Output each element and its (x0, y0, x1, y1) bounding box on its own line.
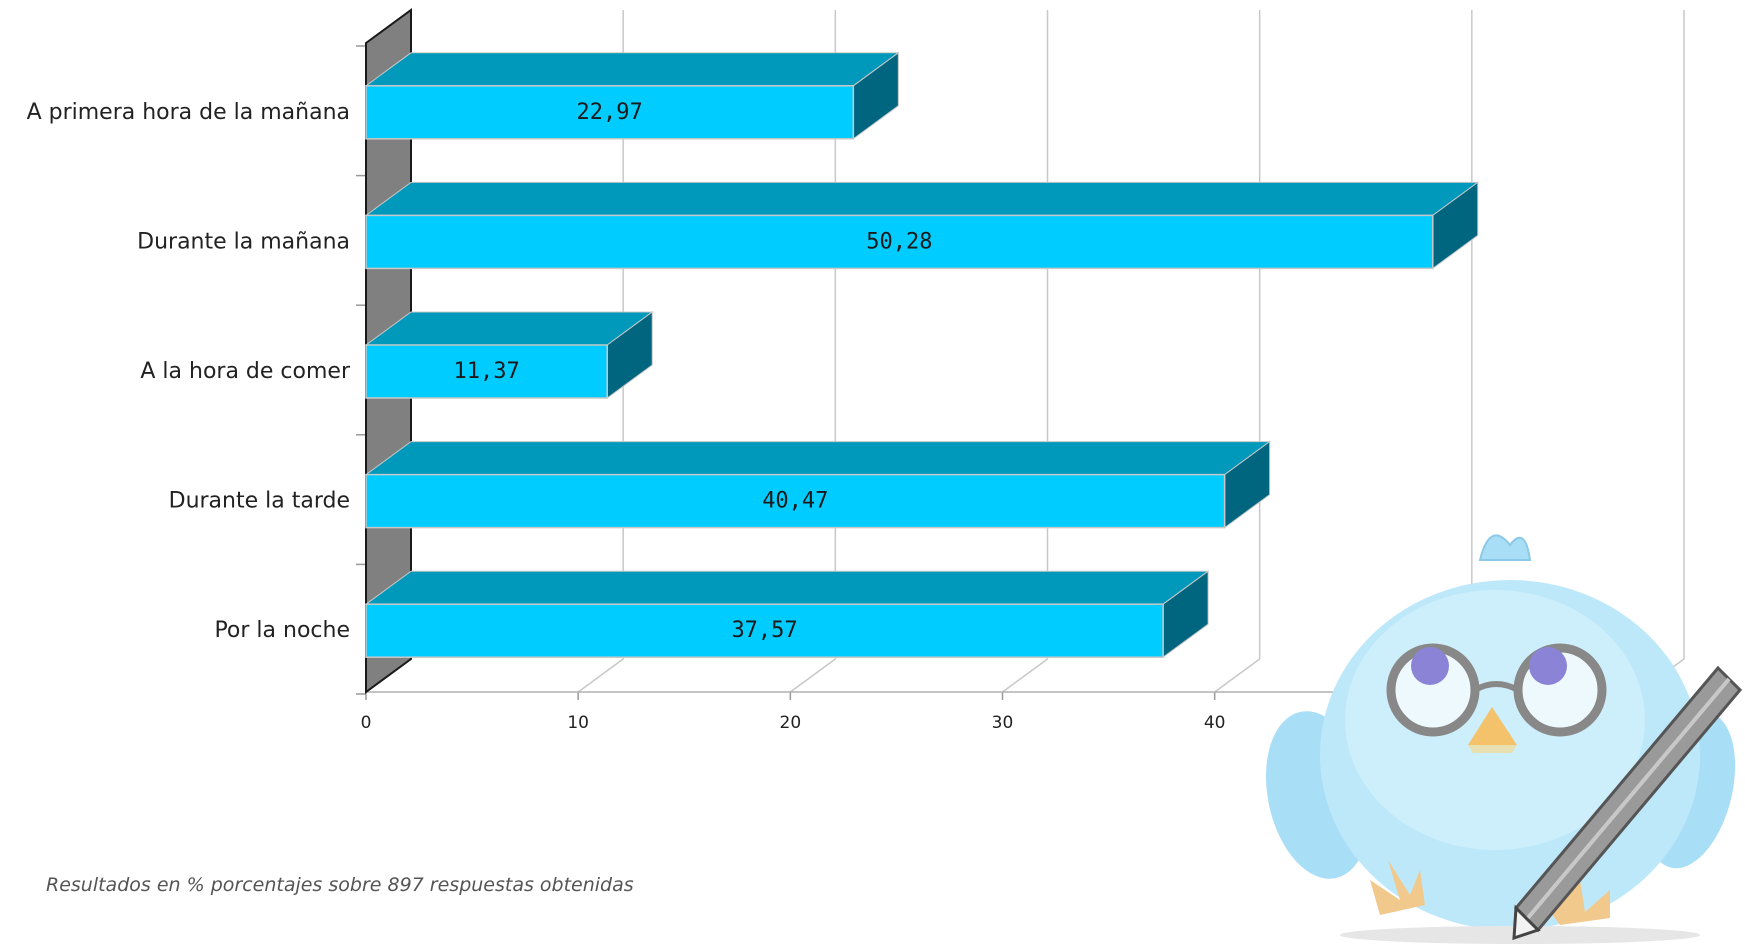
bar-front (365, 344, 608, 399)
bar-top (364, 570, 1210, 605)
bar (364, 570, 1210, 659)
category-label: A primera hora de la mañana (27, 100, 350, 125)
bars-layer (364, 51, 1480, 659)
x-tick-label: 20 (780, 713, 802, 733)
data-label: 50,28 (866, 229, 932, 254)
footnote: Resultados en % porcentajes sobre 897 re… (46, 874, 634, 896)
bar (364, 440, 1272, 529)
bar-front (365, 85, 855, 140)
floor-gridline (1214, 658, 1261, 693)
bar-front (365, 603, 1164, 658)
grid-layer (356, 10, 1685, 700)
bar-top (364, 181, 1480, 216)
data-label: 40,47 (762, 489, 828, 514)
floor-gridline (577, 658, 624, 693)
pencil-icon (1512, 665, 1743, 941)
labels-layer: 22,97 A primera hora de la mañana 50,28 Dur… (27, 100, 1650, 733)
bar-front (365, 214, 1434, 270)
x-tick-label: 30 (992, 713, 1014, 733)
bar (364, 311, 654, 399)
bar-top (364, 52, 900, 87)
data-label: 37,57 (731, 618, 797, 643)
bar-top (364, 311, 654, 346)
floor-gridline (789, 658, 836, 693)
category-label: Durante la mañana (137, 229, 350, 254)
bar-top (364, 441, 1272, 476)
category-label: Durante la tarde (169, 489, 350, 514)
x-tick-label: 0 (361, 713, 372, 733)
x-tick-label: 10 (567, 713, 589, 733)
bar-front (365, 473, 1226, 529)
category-label: Por la noche (214, 618, 350, 643)
floor-gridline (1002, 658, 1048, 693)
data-label: 22,97 (577, 100, 643, 125)
category-label: A la hora de comer (140, 359, 351, 384)
bar (364, 181, 1480, 270)
bar (364, 51, 900, 140)
data-label: 11,37 (453, 359, 519, 384)
x-tick-label: 40 (1204, 713, 1226, 733)
